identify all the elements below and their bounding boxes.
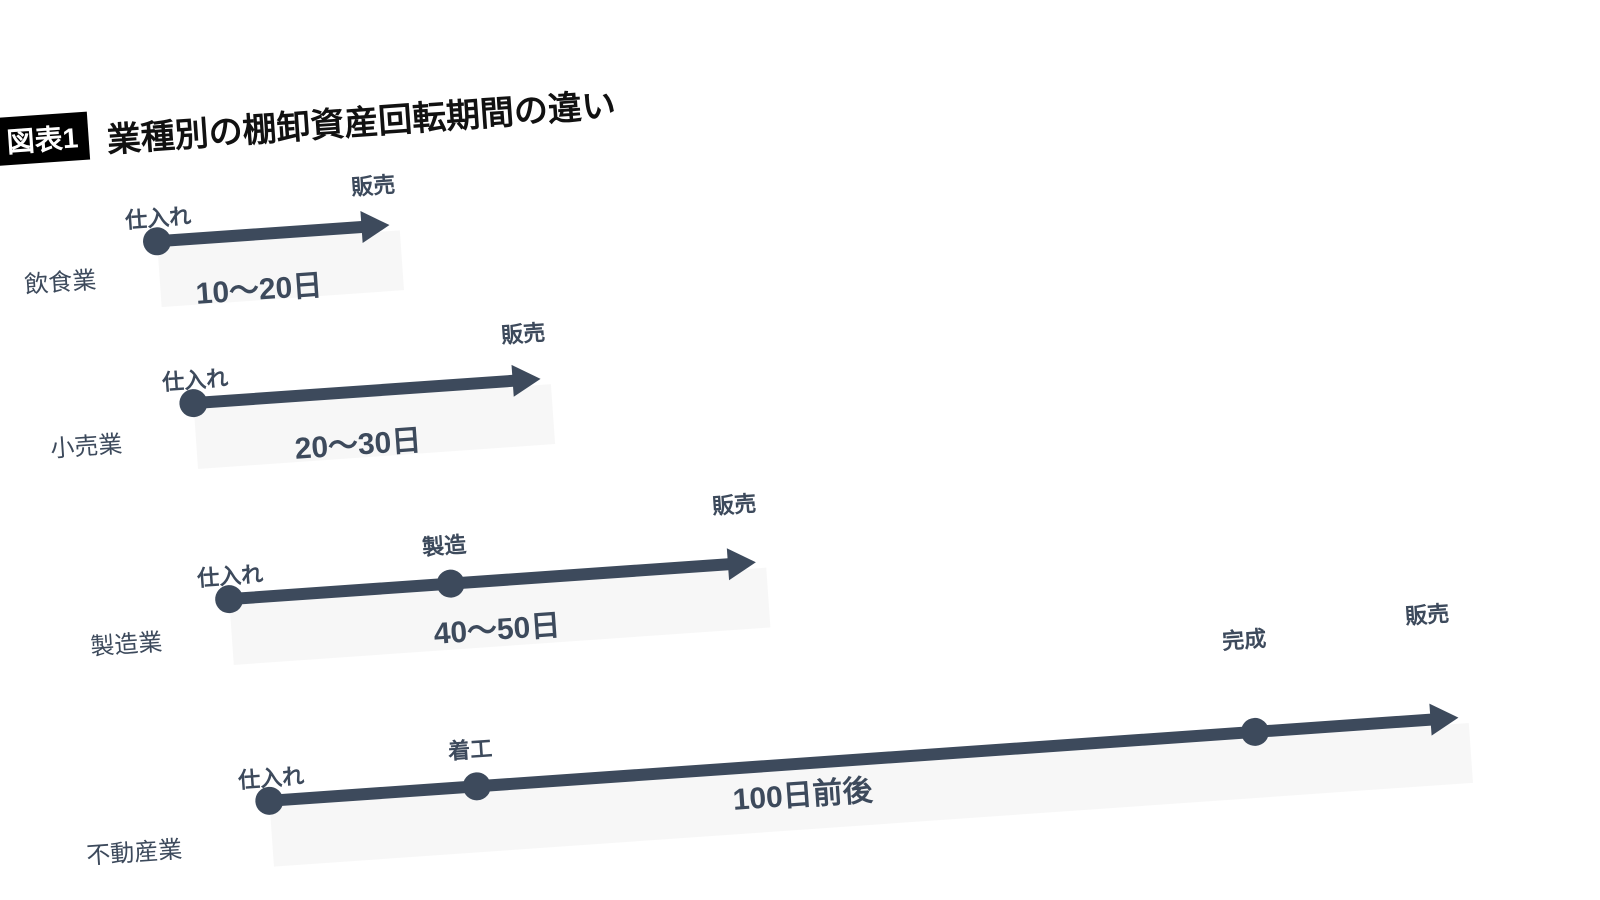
stage-label: 着工 (447, 731, 493, 766)
industry-label: 小売業 (49, 424, 123, 464)
stage-label: 仕入れ (196, 557, 264, 594)
stage-label: 販売 (711, 486, 757, 521)
stage-label: 販売 (1404, 596, 1450, 631)
industry-label: 不動産業 (85, 829, 183, 871)
stage-label: 仕入れ (124, 199, 192, 236)
duration-label: 20〜30日 (293, 415, 423, 468)
duration-label: 100日前後 (731, 765, 874, 819)
industry-label: 製造業 (89, 622, 163, 662)
figure-viewport: 図表1 業種別の棚卸資産回転期間の違い 飲食業10〜20日仕入れ販売小売業20〜… (0, 0, 1600, 900)
industry-label: 飲食業 (23, 260, 97, 300)
duration-label: 40〜50日 (432, 600, 562, 653)
duration-label: 10〜20日 (194, 260, 324, 313)
stage-label: 販売 (500, 314, 546, 349)
figure-title: 業種別の棚卸資産回転期間の違い (105, 77, 617, 161)
stage-label: 販売 (350, 167, 396, 202)
stage-label: 完成 (1221, 621, 1267, 656)
figure-number-badge: 図表1 (0, 112, 90, 166)
stage-label: 仕入れ (161, 361, 229, 398)
stage-label: 仕入れ (237, 758, 305, 795)
stage-label: 製造 (421, 527, 467, 562)
